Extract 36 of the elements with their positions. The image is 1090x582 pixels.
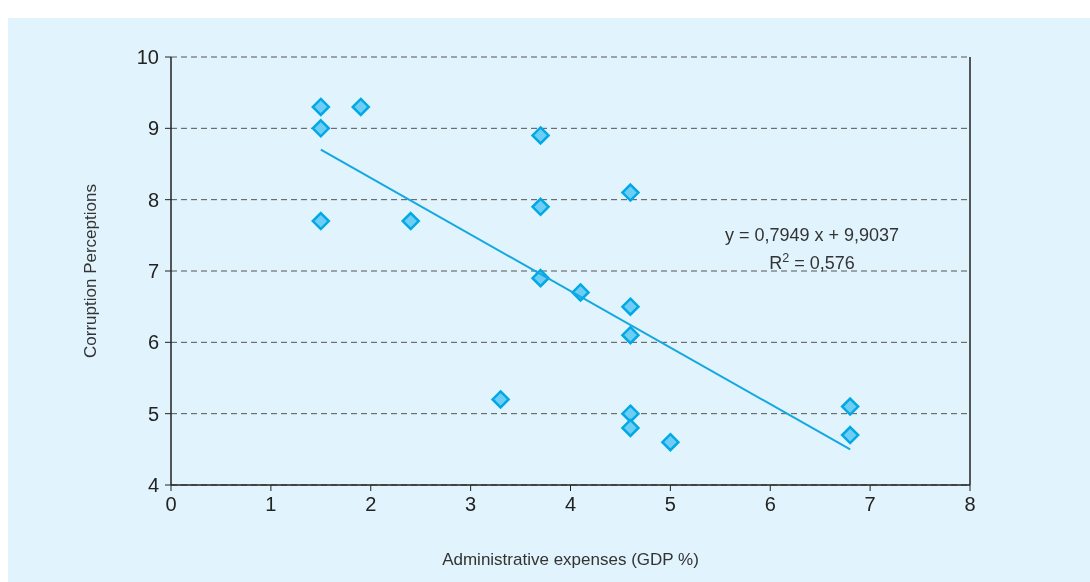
y-axis-title: Corruption Perceptions [81,184,100,358]
x-tick-label: 1 [265,493,277,515]
point [401,211,420,231]
x-tick-label: 8 [964,493,976,515]
point [621,418,640,438]
point [661,432,680,452]
point [621,325,640,345]
point [531,126,550,145]
point [491,390,510,409]
point [311,211,331,231]
point [621,297,640,316]
x-tick-label: 6 [764,493,776,515]
x-tick-label: 2 [365,493,377,515]
y-tick-label: 8 [147,188,159,211]
x-tick-label: 7 [864,493,876,515]
point [531,197,550,217]
annotation: y = 0,7949 x + 9,9037 [724,225,900,245]
annotation: R$^{2}$ = 0,576 [769,251,855,273]
point [840,397,860,416]
point [621,183,640,202]
y-tick-label: 7 [147,260,159,282]
x-tick-label: 3 [465,493,477,515]
point [621,404,640,423]
point [840,425,860,445]
x-tick-label: 5 [664,493,676,515]
point [351,97,371,117]
x-tick-label: 0 [165,493,177,515]
y-tick-label: 9 [147,117,159,140]
x-axis-title: Administrative expenses (GDP %) [442,550,699,569]
y-tick-label: 6 [147,331,159,354]
x-tick-label: 4 [564,493,577,515]
point [311,97,331,117]
y-tick-label: 4 [147,474,159,496]
y-tick-label: 5 [147,402,159,425]
y-tick-label: 10 [136,46,159,68]
point [311,119,331,138]
